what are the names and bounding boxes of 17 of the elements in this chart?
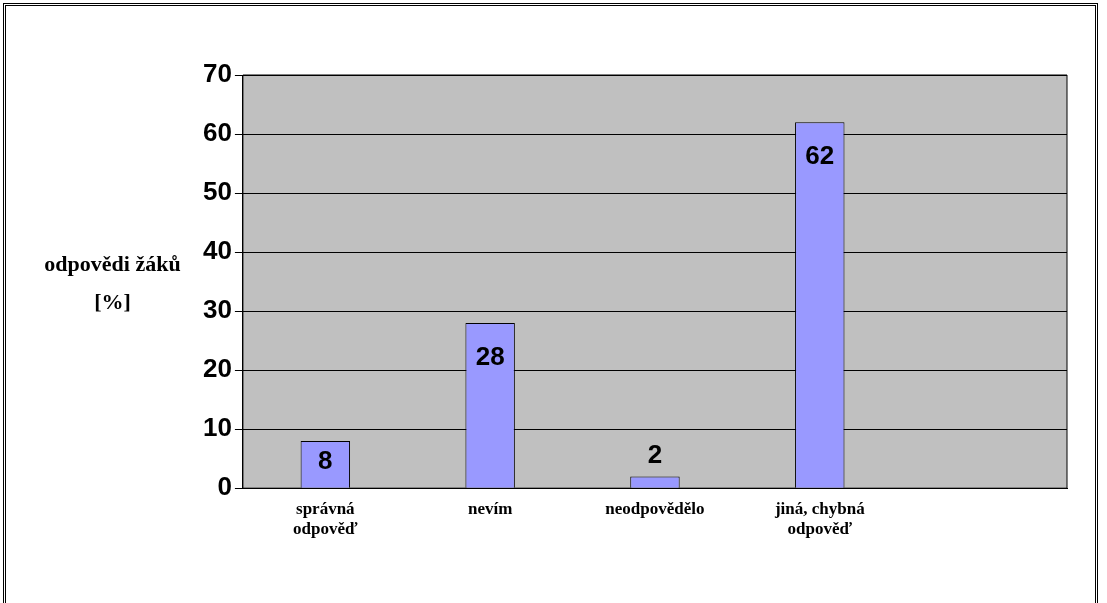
x-tick-label: neodpovědělo xyxy=(605,498,705,518)
data-label: 62 xyxy=(805,140,835,171)
x-tick-label: jiná, chybná odpověď xyxy=(773,498,866,539)
y-tick-label: 40 xyxy=(203,235,232,266)
data-label: 8 xyxy=(318,445,333,476)
x-tick-label: nevím xyxy=(467,498,513,518)
y-tick-label: 50 xyxy=(203,176,232,207)
y-axis-title: odpovědi žáků [%] xyxy=(43,250,182,316)
y-tick-label: 10 xyxy=(203,412,232,443)
y-tick-label: 30 xyxy=(203,294,232,325)
y-tick-label: 60 xyxy=(203,117,232,148)
data-label: 2 xyxy=(647,438,663,469)
data-label: 28 xyxy=(475,341,505,372)
y-tick-label: 20 xyxy=(203,353,232,384)
x-tick-label: správná odpověď xyxy=(293,498,359,539)
y-tick-label: 0 xyxy=(217,471,232,502)
y-tick-label: 70 xyxy=(203,58,232,89)
